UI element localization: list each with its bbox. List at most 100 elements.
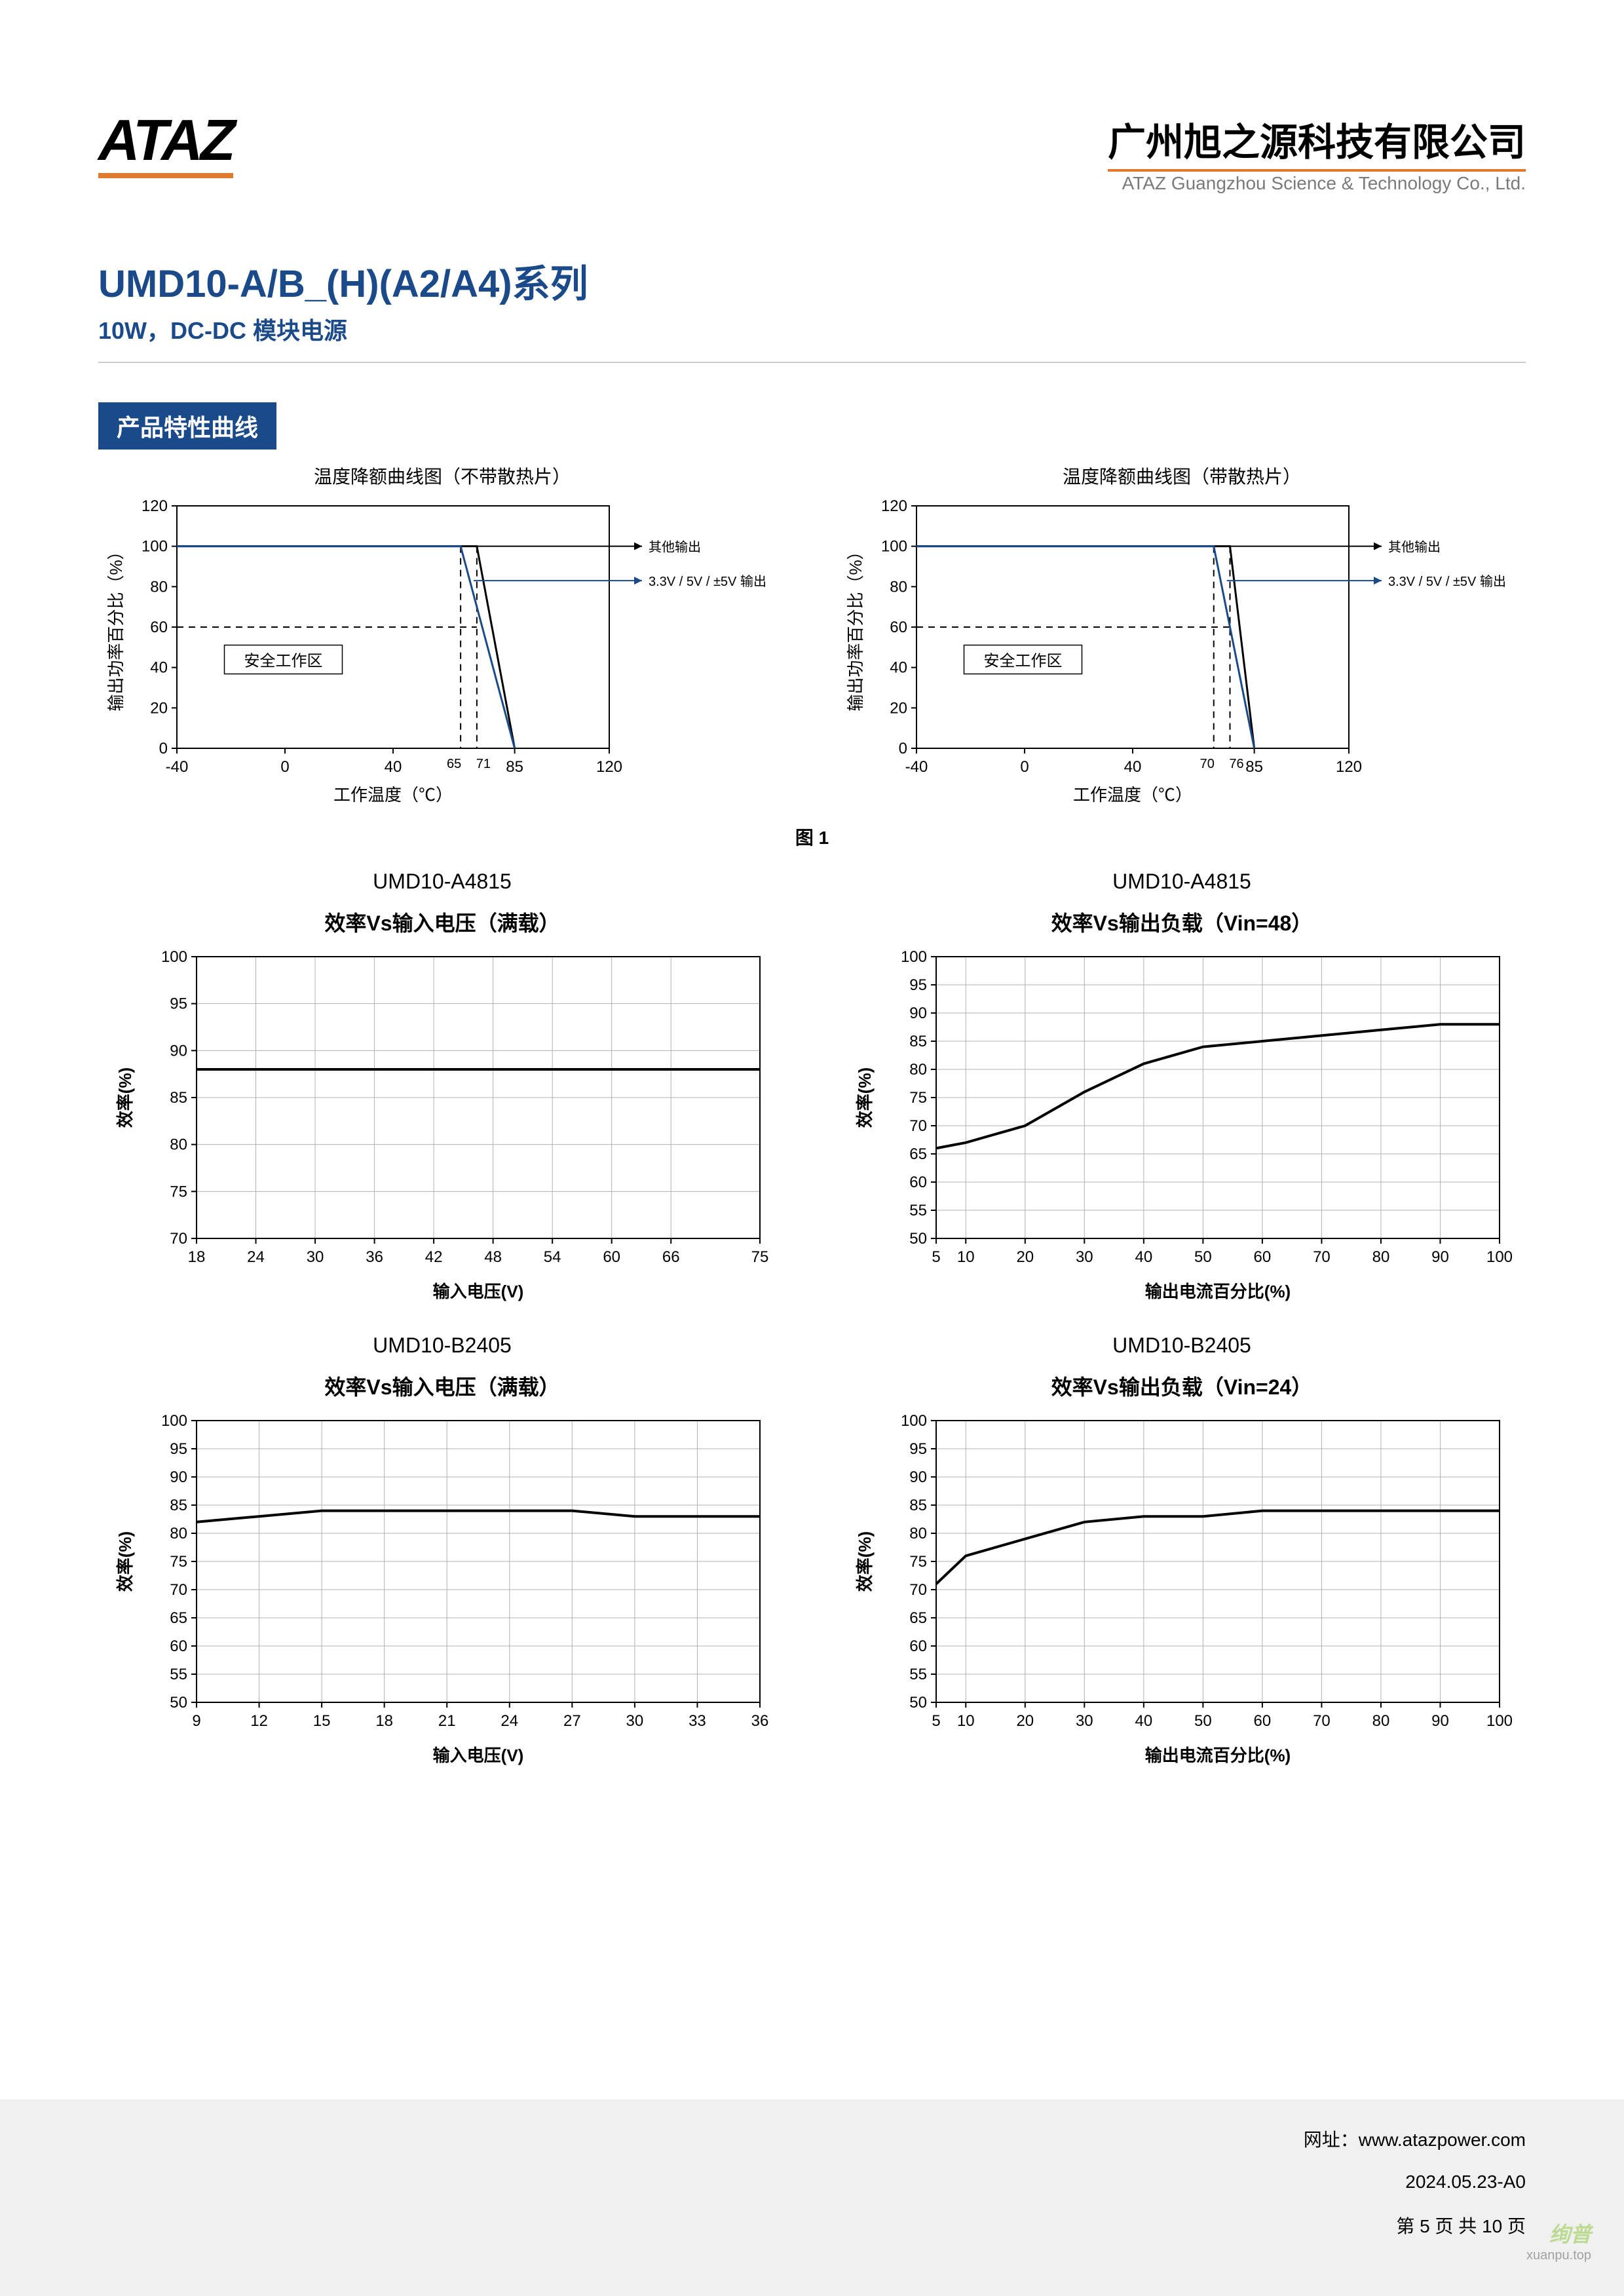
svg-text:20: 20 xyxy=(1016,1248,1034,1266)
svg-text:80: 80 xyxy=(909,1061,927,1079)
svg-text:60: 60 xyxy=(909,1637,927,1655)
svg-text:30: 30 xyxy=(626,1712,644,1730)
svg-text:90: 90 xyxy=(1431,1248,1449,1266)
svg-text:40: 40 xyxy=(150,659,168,677)
svg-text:54: 54 xyxy=(544,1248,561,1266)
footer-date: 2024.05.23-A0 xyxy=(0,2172,1526,2192)
svg-text:120: 120 xyxy=(142,497,168,515)
svg-text:-40: -40 xyxy=(905,758,928,776)
svg-text:95: 95 xyxy=(909,976,927,994)
svg-text:输出功率百分比（%）: 输出功率百分比（%） xyxy=(106,543,126,711)
svg-text:其他输出: 其他输出 xyxy=(1388,540,1441,555)
svg-text:0: 0 xyxy=(1020,758,1029,776)
svg-text:20: 20 xyxy=(150,699,168,717)
svg-text:30: 30 xyxy=(1076,1712,1093,1730)
svg-text:90: 90 xyxy=(170,1468,187,1486)
svg-text:100: 100 xyxy=(1486,1248,1513,1266)
chart-title: 温度降额曲线图（带散热片） xyxy=(838,463,1526,489)
svg-text:其他输出: 其他输出 xyxy=(649,540,701,555)
svg-text:12: 12 xyxy=(250,1712,268,1730)
efficiency-chart-b2405-load: UMD10-B2405 效率Vs输出负载（Vin=24） 50556065707… xyxy=(838,1333,1526,1778)
svg-text:80: 80 xyxy=(170,1525,187,1542)
svg-text:85: 85 xyxy=(170,1089,187,1107)
svg-text:90: 90 xyxy=(1431,1712,1449,1730)
page-footer: 网址：www.atazpower.com 2024.05.23-A0 第 5 页… xyxy=(0,2099,1624,2296)
svg-text:5: 5 xyxy=(932,1712,940,1730)
svg-text:90: 90 xyxy=(909,1004,927,1022)
svg-text:60: 60 xyxy=(909,1174,927,1191)
svg-text:95: 95 xyxy=(909,1440,927,1458)
chart-title: 效率Vs输入电压（满载） xyxy=(98,907,786,937)
footer-url: www.atazpower.com xyxy=(1359,2130,1526,2150)
svg-text:70: 70 xyxy=(1313,1712,1331,1730)
eff-svg: 5055606570758085909510051020304050607080… xyxy=(838,944,1526,1311)
svg-text:40: 40 xyxy=(1135,1712,1152,1730)
derating-svg-b: 020406080100120-40040851207076安全工作区其他输出3… xyxy=(838,493,1526,807)
svg-text:65: 65 xyxy=(447,757,461,771)
svg-text:100: 100 xyxy=(901,948,927,966)
svg-text:36: 36 xyxy=(751,1712,769,1730)
svg-text:80: 80 xyxy=(909,1525,927,1542)
svg-text:40: 40 xyxy=(385,758,402,776)
svg-text:75: 75 xyxy=(170,1553,187,1571)
svg-text:60: 60 xyxy=(170,1637,187,1655)
eff-svg: 5055606570758085909510051020304050607080… xyxy=(838,1407,1526,1774)
svg-text:90: 90 xyxy=(170,1042,187,1060)
svg-text:100: 100 xyxy=(1486,1712,1513,1730)
svg-text:100: 100 xyxy=(901,1412,927,1430)
chart-title: 效率Vs输出负载（Vin=24） xyxy=(838,1371,1526,1401)
svg-text:3.3V / 5V / ±5V 输出: 3.3V / 5V / ±5V 输出 xyxy=(1388,574,1506,589)
svg-text:效率(%): 效率(%) xyxy=(855,1531,875,1592)
svg-text:50: 50 xyxy=(1194,1248,1212,1266)
svg-text:65: 65 xyxy=(909,1145,927,1163)
svg-text:85: 85 xyxy=(909,1497,927,1514)
svg-text:输入电压(V): 输入电压(V) xyxy=(433,1746,524,1765)
svg-text:80: 80 xyxy=(1372,1712,1390,1730)
svg-text:-40: -40 xyxy=(166,758,189,776)
svg-text:60: 60 xyxy=(603,1248,620,1266)
watermark-main: 绚普 xyxy=(1549,2223,1591,2246)
svg-text:55: 55 xyxy=(170,1666,187,1683)
svg-text:5: 5 xyxy=(932,1248,940,1266)
svg-text:55: 55 xyxy=(909,1202,927,1219)
chart-title: 效率Vs输入电压（满载） xyxy=(98,1371,786,1401)
chart-model: UMD10-A4815 xyxy=(98,870,786,894)
svg-text:95: 95 xyxy=(170,1440,187,1458)
figure-label: 图 1 xyxy=(98,824,1526,850)
svg-text:80: 80 xyxy=(150,578,168,596)
svg-text:24: 24 xyxy=(500,1712,518,1730)
svg-text:100: 100 xyxy=(881,538,907,556)
svg-text:120: 120 xyxy=(1336,758,1362,776)
derating-chart-no-heatsink: 温度降额曲线图（不带散热片） 020406080100120-400408512… xyxy=(98,463,786,811)
svg-text:60: 60 xyxy=(150,619,168,636)
svg-text:效率(%): 效率(%) xyxy=(115,1067,135,1128)
svg-text:71: 71 xyxy=(476,757,491,771)
svg-text:0: 0 xyxy=(280,758,289,776)
svg-text:输出电流百分比(%): 输出电流百分比(%) xyxy=(1145,1746,1291,1765)
svg-text:75: 75 xyxy=(909,1553,927,1571)
svg-text:安全工作区: 安全工作区 xyxy=(244,653,323,670)
svg-text:100: 100 xyxy=(161,1412,187,1430)
svg-text:40: 40 xyxy=(890,659,907,677)
svg-text:80: 80 xyxy=(170,1136,187,1154)
svg-text:80: 80 xyxy=(890,578,907,596)
svg-text:100: 100 xyxy=(142,538,168,556)
svg-text:50: 50 xyxy=(909,1694,927,1712)
svg-text:40: 40 xyxy=(1124,758,1142,776)
svg-text:75: 75 xyxy=(751,1248,769,1266)
watermark: 绚普 xuanpu.top xyxy=(1526,2218,1591,2263)
svg-text:0: 0 xyxy=(899,740,907,757)
svg-text:85: 85 xyxy=(506,758,523,776)
eff-svg: 70758085909510018243036424854606675输入电压(… xyxy=(98,944,786,1311)
svg-text:0: 0 xyxy=(159,740,168,757)
svg-text:10: 10 xyxy=(957,1248,975,1266)
svg-text:20: 20 xyxy=(1016,1712,1034,1730)
svg-text:60: 60 xyxy=(1254,1248,1272,1266)
svg-text:75: 75 xyxy=(909,1089,927,1107)
eff-svg: 5055606570758085909510091215182124273033… xyxy=(98,1407,786,1774)
svg-text:120: 120 xyxy=(596,758,622,776)
svg-text:100: 100 xyxy=(161,948,187,966)
svg-text:30: 30 xyxy=(307,1248,324,1266)
chart-title: 效率Vs输出负载（Vin=48） xyxy=(838,907,1526,937)
svg-text:24: 24 xyxy=(247,1248,265,1266)
